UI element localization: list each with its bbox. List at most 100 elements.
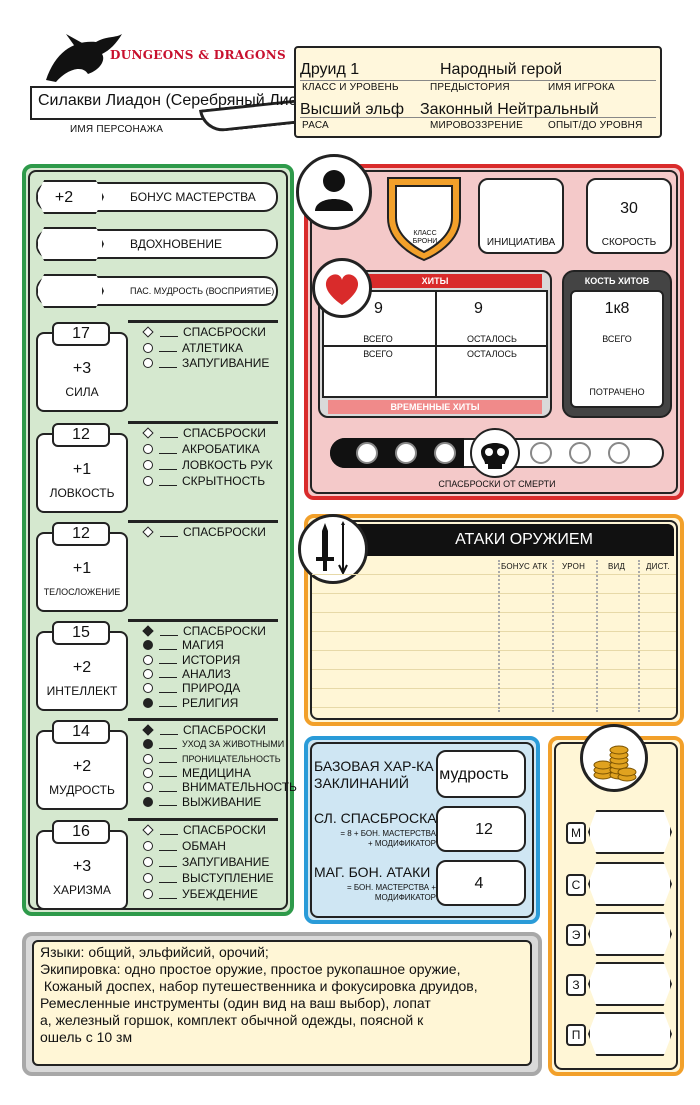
proficiency-value-box[interactable] [36, 180, 104, 214]
proficiency-circle-icon[interactable] [143, 697, 153, 708]
skill-row[interactable]: РЕЛИГИЯ [143, 696, 238, 710]
skill-bonus-blank[interactable] [159, 343, 177, 352]
armor-class-shield[interactable] [382, 172, 466, 264]
proficiency-circle-icon[interactable] [143, 739, 153, 750]
class-level-value[interactable]: Друид 1 [300, 61, 360, 78]
proficiency-circle-icon[interactable] [143, 342, 153, 353]
skill-bonus-blank[interactable] [159, 740, 177, 749]
skill-bonus-blank[interactable] [159, 461, 177, 470]
skill-row[interactable]: ПРИРОДА [143, 681, 240, 695]
proficiency-circle-icon[interactable] [143, 476, 153, 486]
skill-bonus-blank[interactable] [159, 641, 177, 650]
skill-bonus-blank[interactable] [160, 528, 178, 537]
skill-row[interactable]: АНАЛИЗ [143, 667, 231, 681]
coin-gp-box[interactable] [588, 962, 672, 1006]
skill-bonus-blank[interactable] [159, 754, 177, 764]
hp-current-value[interactable]: 9 [474, 300, 483, 317]
proficiency-circle-icon[interactable] [143, 358, 153, 368]
proficiency-diamond-icon[interactable] [142, 326, 154, 338]
coin-ep-box[interactable] [588, 912, 672, 956]
proficiency-diamond-icon[interactable] [142, 724, 154, 736]
skill-row[interactable]: АТЛЕТИКА [143, 341, 243, 355]
skill-bonus-blank[interactable] [159, 797, 177, 806]
skill-row[interactable]: УХОД ЗА ЖИВОТНЫМИ [143, 737, 284, 751]
saving-throw-row[interactable]: СПАСБРОСКИ [142, 624, 266, 638]
skill-row[interactable]: ВНИМАТЕЛЬНОСТЬ [143, 780, 297, 794]
skill-bonus-blank[interactable] [159, 669, 177, 679]
saving-throw-row[interactable]: СПАСБРОСКИ [142, 723, 266, 737]
ability-score[interactable]: 12 [52, 423, 110, 447]
passive-value-box[interactable] [36, 274, 104, 308]
proficiency-circle-icon[interactable] [143, 782, 153, 793]
proficiency-circle-icon[interactable] [143, 841, 153, 851]
proficiency-diamond-icon[interactable] [142, 625, 154, 637]
skill-bonus-blank[interactable] [160, 726, 178, 735]
skill-bonus-blank[interactable] [160, 826, 178, 835]
alignment-value[interactable]: Законный Нейтральный [420, 101, 599, 118]
death-save-success-2[interactable] [569, 442, 591, 464]
proficiency-circle-icon[interactable] [143, 444, 153, 454]
skill-row[interactable]: УБЕЖДЕНИЕ [143, 887, 258, 901]
saving-throw-row[interactable]: СПАСБРОСКИ [142, 823, 266, 837]
proficiency-circle-icon[interactable] [143, 640, 153, 651]
notes-paper[interactable] [32, 940, 532, 1066]
proficiency-circle-icon[interactable] [143, 857, 153, 867]
skill-row[interactable]: СКРЫТНОСТЬ [143, 474, 265, 488]
proficiency-circle-icon[interactable] [143, 654, 153, 665]
skill-row[interactable]: ЛОВКОСТЬ РУК [143, 458, 273, 472]
death-save-fail-2[interactable] [395, 442, 417, 464]
ability-score[interactable]: 12 [52, 522, 110, 546]
proficiency-diamond-icon[interactable] [142, 824, 154, 836]
proficiency-circle-icon[interactable] [143, 753, 153, 764]
skill-row[interactable]: ОБМАН [143, 839, 226, 853]
proficiency-circle-icon[interactable] [143, 889, 153, 899]
skill-bonus-blank[interactable] [159, 874, 177, 883]
proficiency-circle-icon[interactable] [143, 796, 153, 807]
skill-bonus-blank[interactable] [160, 328, 178, 337]
spell-save-dc-box[interactable] [436, 806, 526, 852]
ability-score[interactable]: 17 [52, 322, 110, 346]
skill-row[interactable]: ВЫЖИВАНИЕ [143, 795, 261, 809]
death-save-success-3[interactable] [608, 442, 630, 464]
skill-bonus-blank[interactable] [159, 684, 177, 693]
saving-throw-row[interactable]: СПАСБРОСКИ [142, 525, 266, 539]
skill-bonus-blank[interactable] [160, 627, 178, 636]
proficiency-circle-icon[interactable] [143, 767, 153, 778]
proficiency-diamond-icon[interactable] [142, 427, 154, 439]
coin-sp-box[interactable] [588, 862, 672, 906]
skill-bonus-blank[interactable] [160, 429, 178, 438]
proficiency-circle-icon[interactable] [143, 873, 153, 883]
skill-bonus-blank[interactable] [159, 858, 177, 867]
hit-dice-value[interactable]: 1к8 [604, 300, 630, 317]
skill-row[interactable]: ЗАПУГИВАНИЕ [143, 356, 269, 370]
skill-bonus-blank[interactable] [159, 359, 177, 368]
ability-score[interactable]: 15 [52, 621, 110, 645]
skill-bonus-blank[interactable] [159, 768, 177, 778]
skill-bonus-blank[interactable] [159, 477, 177, 486]
skill-row[interactable]: ПРОНИЦАТЕЛЬНОСТЬ [143, 752, 281, 766]
death-save-success-1[interactable] [530, 442, 552, 464]
proficiency-circle-icon[interactable] [143, 668, 153, 679]
skill-bonus-blank[interactable] [159, 655, 177, 665]
skill-row[interactable]: ЗАПУГИВАНИЕ [143, 855, 269, 869]
inspiration-value-box[interactable] [36, 227, 104, 261]
death-save-fail-1[interactable] [356, 442, 378, 464]
speed-box[interactable] [586, 178, 672, 254]
proficiency-diamond-icon[interactable] [142, 526, 154, 538]
coin-cp-box[interactable] [588, 810, 672, 854]
proficiency-circle-icon[interactable] [143, 683, 153, 694]
skill-bonus-blank[interactable] [159, 890, 177, 899]
spell-attack-box[interactable] [436, 860, 526, 906]
skill-row[interactable]: МАГИЯ [143, 638, 224, 652]
skill-row[interactable]: ВЫСТУПЛЕНИЕ [143, 871, 274, 885]
spell-ability-box[interactable] [436, 750, 526, 798]
hp-total-value[interactable]: 9 [374, 300, 383, 317]
background-value[interactable]: Народный герой [440, 61, 563, 78]
skill-row[interactable]: АКРОБАТИКА [143, 442, 260, 456]
skill-row[interactable]: МЕДИЦИНА [143, 766, 251, 780]
skill-bonus-blank[interactable] [159, 445, 177, 454]
ability-score[interactable]: 16 [52, 820, 110, 844]
saving-throw-row[interactable]: СПАСБРОСКИ [142, 325, 266, 339]
initiative-box[interactable] [478, 178, 564, 254]
skill-bonus-blank[interactable] [159, 842, 177, 851]
